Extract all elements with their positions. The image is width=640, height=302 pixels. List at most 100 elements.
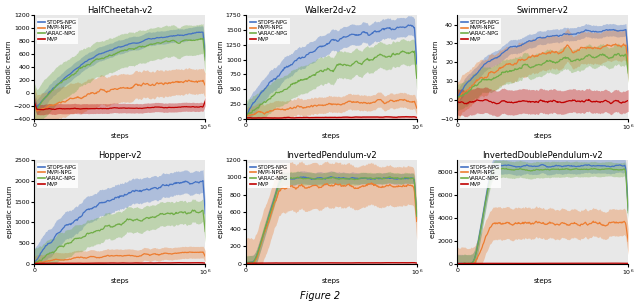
MVPI-NPG bbox=[175, 80, 183, 83]
MVP bbox=[344, 115, 351, 119]
VARAC-NPG bbox=[625, 71, 632, 75]
STOPS-NPG bbox=[625, 55, 632, 59]
STOPS-NPG bbox=[33, 105, 41, 109]
Line: MVP: MVP bbox=[246, 117, 417, 118]
STOPS-NPG bbox=[31, 261, 38, 265]
VARAC-NPG bbox=[243, 113, 250, 117]
Legend: STOPS-NPG, MVPI-NPG, VARAC-NPG, MVP: STOPS-NPG, MVPI-NPG, VARAC-NPG, MVP bbox=[36, 18, 78, 43]
STOPS-NPG bbox=[397, 25, 404, 29]
STOPS-NPG bbox=[413, 62, 420, 66]
VARAC-NPG bbox=[199, 37, 207, 40]
MVPI-NPG bbox=[454, 99, 461, 102]
MVPI-NPG bbox=[609, 220, 617, 224]
VARAC-NPG bbox=[186, 211, 193, 215]
STOPS-NPG bbox=[344, 35, 351, 38]
MVPI-NPG bbox=[413, 106, 420, 110]
MVP bbox=[31, 101, 38, 105]
VARAC-NPG bbox=[413, 214, 420, 218]
MVPI-NPG bbox=[453, 99, 461, 103]
Line: MVPI-NPG: MVPI-NPG bbox=[246, 99, 417, 117]
MVP bbox=[344, 261, 351, 265]
VARAC-NPG bbox=[132, 218, 140, 222]
STOPS-NPG bbox=[386, 26, 394, 30]
MVPI-NPG bbox=[453, 262, 461, 266]
MVPI-NPG bbox=[344, 100, 351, 104]
MVPI-NPG bbox=[397, 98, 404, 101]
VARAC-NPG bbox=[30, 100, 38, 104]
MVP bbox=[554, 262, 562, 265]
STOPS-NPG bbox=[242, 115, 250, 119]
VARAC-NPG bbox=[175, 211, 182, 215]
MVP bbox=[132, 106, 140, 110]
VARAC-NPG bbox=[558, 58, 566, 61]
STOPS-NPG bbox=[202, 55, 209, 58]
MVP bbox=[558, 262, 566, 265]
MVP bbox=[397, 261, 404, 265]
STOPS-NPG bbox=[327, 175, 335, 178]
Legend: STOPS-NPG, MVPI-NPG, VARAC-NPG, MVP: STOPS-NPG, MVPI-NPG, VARAC-NPG, MVP bbox=[460, 18, 501, 43]
STOPS-NPG bbox=[556, 164, 563, 168]
Line: VARAC-NPG: VARAC-NPG bbox=[246, 177, 417, 263]
MVP bbox=[31, 262, 38, 265]
STOPS-NPG bbox=[346, 33, 354, 37]
X-axis label: steps: steps bbox=[533, 278, 552, 284]
VARAC-NPG bbox=[242, 261, 250, 265]
Title: HalfCheetah-v2: HalfCheetah-v2 bbox=[87, 5, 152, 14]
STOPS-NPG bbox=[243, 261, 251, 265]
VARAC-NPG bbox=[555, 59, 563, 63]
VARAC-NPG bbox=[135, 218, 143, 222]
VARAC-NPG bbox=[31, 261, 38, 265]
X-axis label: steps: steps bbox=[322, 278, 340, 284]
MVPI-NPG bbox=[242, 116, 250, 119]
VARAC-NPG bbox=[132, 218, 140, 221]
MVP bbox=[413, 116, 420, 119]
Title: InvertedDoublePendulum-v2: InvertedDoublePendulum-v2 bbox=[483, 150, 603, 159]
MVP bbox=[559, 101, 566, 104]
VARAC-NPG bbox=[598, 167, 606, 171]
VARAC-NPG bbox=[625, 211, 632, 214]
MVPI-NPG bbox=[609, 43, 616, 47]
STOPS-NPG bbox=[243, 115, 250, 118]
Line: MVPI-NPG: MVPI-NPG bbox=[34, 252, 205, 264]
STOPS-NPG bbox=[453, 96, 461, 100]
VARAC-NPG bbox=[242, 114, 250, 117]
MVP bbox=[243, 116, 250, 120]
STOPS-NPG bbox=[465, 262, 472, 266]
STOPS-NPG bbox=[344, 177, 352, 181]
MVPI-NPG bbox=[413, 220, 420, 223]
MVPI-NPG bbox=[559, 221, 566, 224]
Line: STOPS-NPG: STOPS-NPG bbox=[246, 25, 417, 117]
STOPS-NPG bbox=[609, 28, 617, 31]
MVPI-NPG bbox=[555, 223, 563, 227]
VARAC-NPG bbox=[598, 53, 605, 57]
MVP bbox=[202, 99, 209, 103]
STOPS-NPG bbox=[609, 165, 617, 168]
MVP bbox=[132, 261, 140, 265]
STOPS-NPG bbox=[558, 34, 566, 37]
VARAC-NPG bbox=[343, 63, 351, 67]
MVP bbox=[186, 261, 193, 265]
MVPI-NPG bbox=[589, 219, 597, 223]
MVPI-NPG bbox=[612, 42, 620, 46]
MVPI-NPG bbox=[30, 100, 38, 104]
MVP bbox=[463, 102, 470, 106]
VARAC-NPG bbox=[387, 175, 394, 179]
STOPS-NPG bbox=[132, 42, 140, 45]
MVP bbox=[242, 116, 250, 120]
MVPI-NPG bbox=[185, 79, 193, 82]
MVP bbox=[625, 262, 632, 265]
STOPS-NPG bbox=[555, 34, 563, 38]
MVP bbox=[610, 261, 618, 265]
MVP bbox=[453, 262, 461, 265]
MVP bbox=[609, 261, 616, 265]
STOPS-NPG bbox=[136, 41, 143, 44]
MVPI-NPG bbox=[31, 262, 38, 265]
VARAC-NPG bbox=[556, 168, 564, 171]
MVPI-NPG bbox=[33, 109, 41, 113]
STOPS-NPG bbox=[202, 212, 209, 216]
MVPI-NPG bbox=[132, 82, 140, 86]
Title: Walker2d-v2: Walker2d-v2 bbox=[305, 5, 357, 14]
STOPS-NPG bbox=[454, 95, 461, 99]
MVPI-NPG bbox=[136, 83, 143, 87]
Line: MVPI-NPG: MVPI-NPG bbox=[457, 44, 628, 101]
